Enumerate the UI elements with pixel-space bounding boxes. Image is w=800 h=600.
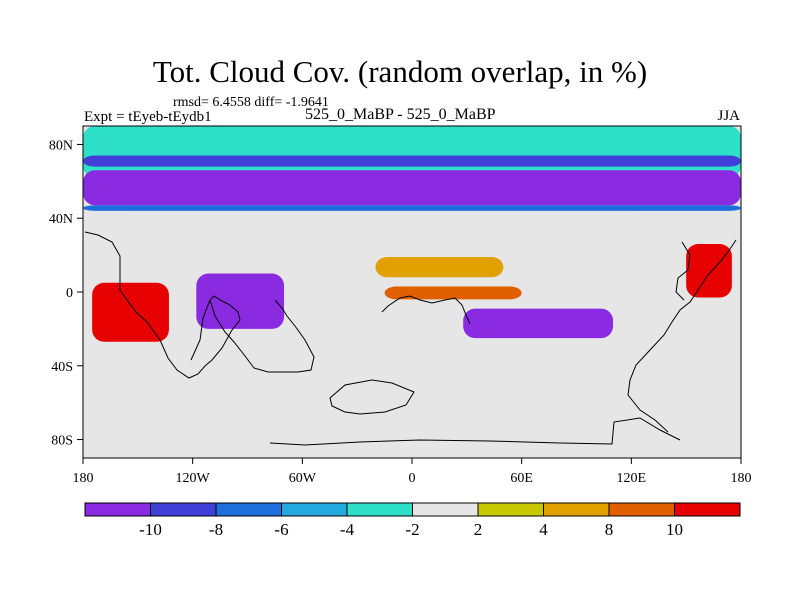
region-north-atlantic-orange <box>375 256 504 278</box>
colorbar-swatch <box>477 502 544 517</box>
coastline-indonesia <box>675 241 691 301</box>
lon-tick-label: 120E <box>617 471 647 486</box>
colorbar-label: 2 <box>474 520 483 539</box>
colorbar-swatch <box>543 502 610 517</box>
lat-tick-label: 40N <box>49 212 73 227</box>
colorbar: -10 -8 -6 -4 -2 2 4 8 10 <box>84 502 741 539</box>
lat-tick-label: 0 <box>66 286 73 301</box>
field-layer <box>83 126 741 342</box>
region-north-band-edge <box>83 205 741 211</box>
lon-tick-label: 60W <box>289 471 317 486</box>
season-label: JJA <box>717 108 740 124</box>
lat-tick-label: 80S <box>51 434 73 449</box>
colorbar-swatch <box>412 502 479 517</box>
map-canvas <box>82 125 742 459</box>
colorbar-label: -8 <box>209 520 223 539</box>
coastline-antarctica <box>269 417 681 446</box>
colorbar-label: -6 <box>274 520 288 539</box>
region-south-atlantic-purple <box>463 308 614 339</box>
colorbar-label: 10 <box>666 520 683 539</box>
experiment-label: Expt = tEyeb-tEydb1 <box>84 109 212 125</box>
stats-text: rmsd= 6.4558 diff= -1.9641 <box>173 95 329 110</box>
coastline-layer <box>84 231 737 446</box>
lat-tick-label: 80N <box>49 138 73 153</box>
region-north-band-blue <box>83 155 741 167</box>
region-north-purple-band <box>83 170 741 206</box>
colorbar-label: 8 <box>605 520 614 539</box>
plot-title: Tot. Cloud Cov. (random overlap, in %) <box>152 54 648 89</box>
colorbar-swatch <box>674 502 741 517</box>
colorbar-swatch <box>215 502 282 517</box>
colorbar-label: -4 <box>340 520 355 539</box>
colorbar-swatch <box>84 502 151 517</box>
colorbar-swatch <box>281 502 348 517</box>
colorbar-label: -2 <box>405 520 419 539</box>
lon-tick-label: 0 <box>409 471 416 486</box>
coastline-south-america <box>209 299 315 373</box>
colorbar-label: -10 <box>139 520 162 539</box>
region-central-purple <box>196 273 285 329</box>
coastline-africa <box>381 295 471 325</box>
coastline-island <box>329 379 415 415</box>
region-arctic-band-cyan <box>83 126 741 178</box>
colorbar-swatch <box>150 502 217 517</box>
region-east-pacific-red <box>92 282 169 342</box>
region-east-indian-red <box>686 244 732 298</box>
coastline-asia <box>627 239 737 433</box>
colorbar-swatch <box>346 502 413 517</box>
lon-tick-label: 120W <box>176 471 211 486</box>
lat-tick-label: 40S <box>51 360 73 375</box>
lon-tick-label: 180 <box>731 471 752 486</box>
lon-tick-label: 180 <box>73 471 94 486</box>
region-equatorial-orange <box>384 286 522 300</box>
coastline-americas <box>84 231 241 379</box>
colorbar-label: 4 <box>539 520 548 539</box>
comparison-label: 525_0_MaBP - 525_0_MaBP <box>305 106 496 123</box>
colorbar-swatch <box>608 502 675 517</box>
lon-tick-label: 60E <box>510 471 533 486</box>
axis-layer: 80N 40N 0 40S 80S 180 120W 60W 0 60E 120E 180 <box>49 138 752 486</box>
